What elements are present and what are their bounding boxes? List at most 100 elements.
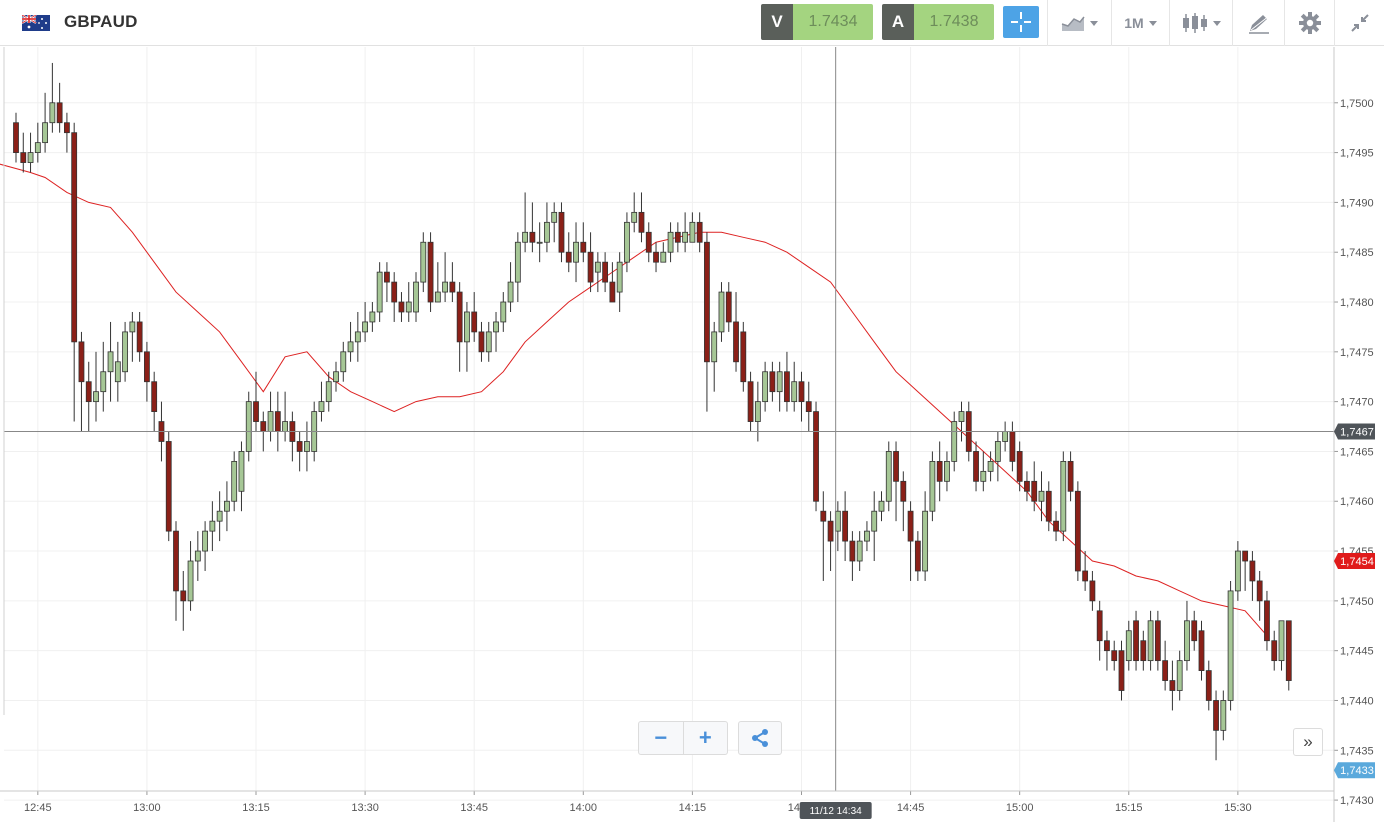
- candle: [165, 431, 172, 542]
- candle-body-down: [144, 351, 150, 383]
- collapse-icon: [1350, 14, 1369, 32]
- candle: [1271, 630, 1278, 671]
- x-tick-label: 12:45: [24, 802, 52, 814]
- crosshair-button[interactable]: [1003, 6, 1039, 38]
- candle-body-down: [653, 251, 659, 263]
- price-chart[interactable]: 1,74301,74351,74401,74451,74501,74551,74…: [0, 47, 1384, 822]
- candle-body-up: [34, 142, 41, 153]
- candle-body-down: [529, 231, 536, 243]
- candle-body-up: [1125, 630, 1132, 662]
- candle-body-down: [638, 211, 645, 233]
- candle: [704, 232, 710, 412]
- candle: [667, 222, 674, 263]
- chevron-down-icon: [1090, 20, 1098, 26]
- candle-body-up: [776, 371, 783, 393]
- candle: [49, 62, 56, 133]
- candle: [78, 331, 85, 432]
- candle: [674, 222, 681, 253]
- indicators-button[interactable]: [1169, 0, 1232, 46]
- candle-body-up: [216, 510, 223, 522]
- candle-body-down: [747, 381, 754, 422]
- candle-body-down: [725, 291, 732, 323]
- candle: [544, 202, 550, 253]
- candle: [689, 212, 696, 243]
- candle-body-down: [1162, 660, 1169, 681]
- candle-body-up: [107, 351, 114, 373]
- buy-quote-button[interactable]: A 1.7438: [882, 4, 994, 40]
- candle-body-down: [565, 251, 572, 263]
- ma-price-marker-label: 1,7454: [1340, 556, 1374, 568]
- candle: [529, 202, 536, 253]
- candle: [602, 252, 609, 293]
- candle-body-down: [1264, 600, 1270, 642]
- y-tick-label: 1,7500: [1340, 98, 1374, 110]
- candle: [304, 421, 310, 472]
- candle-body-up: [93, 391, 99, 403]
- candle: [1285, 620, 1292, 691]
- scroll-to-end-button[interactable]: »: [1293, 728, 1323, 756]
- candle-body-up: [500, 301, 507, 323]
- candle-body-up: [114, 361, 121, 383]
- crosshair-time-bg: [799, 802, 872, 819]
- candle: [42, 92, 48, 153]
- candle-body-down: [165, 441, 172, 532]
- candle-body-up: [762, 371, 769, 403]
- candle-body-down: [1140, 640, 1147, 662]
- candle-body-up: [1227, 590, 1234, 701]
- candle-body-up: [434, 291, 441, 303]
- zoom-in-button[interactable]: +: [698, 725, 712, 750]
- sell-quote-button[interactable]: V 1.7434: [761, 4, 873, 40]
- candle: [1220, 690, 1227, 741]
- y-tick-label: 1,7430: [1340, 795, 1374, 807]
- candle: [1016, 441, 1023, 492]
- candle-body-down: [478, 331, 485, 353]
- candle-body-up: [267, 411, 274, 432]
- candle-body-up: [660, 251, 667, 263]
- candle-body-down: [1285, 620, 1292, 681]
- candle: [725, 282, 732, 332]
- candle-body-down: [907, 510, 914, 542]
- zoom-out-button[interactable]: −: [639, 722, 684, 754]
- candle: [820, 491, 827, 581]
- settings-button[interactable]: [1284, 0, 1334, 46]
- candle: [20, 132, 27, 173]
- candle: [209, 501, 216, 552]
- candle: [1191, 610, 1198, 651]
- candle: [500, 292, 507, 332]
- candle: [994, 431, 1001, 482]
- candle: [100, 341, 107, 412]
- y-tick-label: 1,7470: [1340, 397, 1374, 409]
- candle-body-down: [449, 281, 456, 293]
- candle: [1176, 650, 1183, 701]
- candle: [1096, 600, 1103, 661]
- drawing-tools-button[interactable]: [1232, 0, 1284, 46]
- candle-body-down: [136, 321, 143, 353]
- share-button[interactable]: [738, 721, 782, 755]
- candle-body-up: [325, 381, 332, 403]
- candle: [682, 212, 689, 253]
- candle-body-up: [682, 231, 689, 243]
- candle: [980, 451, 987, 492]
- candle: [660, 242, 667, 263]
- candle: [478, 321, 485, 362]
- candle-body-up: [194, 550, 201, 562]
- timeframe-button[interactable]: 1M: [1111, 0, 1169, 46]
- x-tick-label: 15:30: [1224, 802, 1252, 814]
- candle: [13, 112, 19, 163]
- candle-body-up: [922, 510, 929, 572]
- candle: [391, 272, 398, 322]
- candle-body-down: [1249, 560, 1256, 582]
- minimize-button[interactable]: [1334, 0, 1384, 46]
- y-tick-label: 1,7485: [1340, 247, 1374, 259]
- candle: [224, 481, 230, 532]
- chart-type-button[interactable]: [1047, 0, 1111, 46]
- candle: [856, 531, 863, 571]
- candle-body-up: [871, 510, 878, 532]
- candle: [107, 321, 114, 402]
- candle: [1104, 630, 1110, 671]
- candle: [56, 82, 63, 133]
- candle: [449, 262, 456, 303]
- candle-body-up: [754, 401, 761, 422]
- candle-body-up: [594, 261, 601, 273]
- candle-body-down: [1104, 640, 1110, 652]
